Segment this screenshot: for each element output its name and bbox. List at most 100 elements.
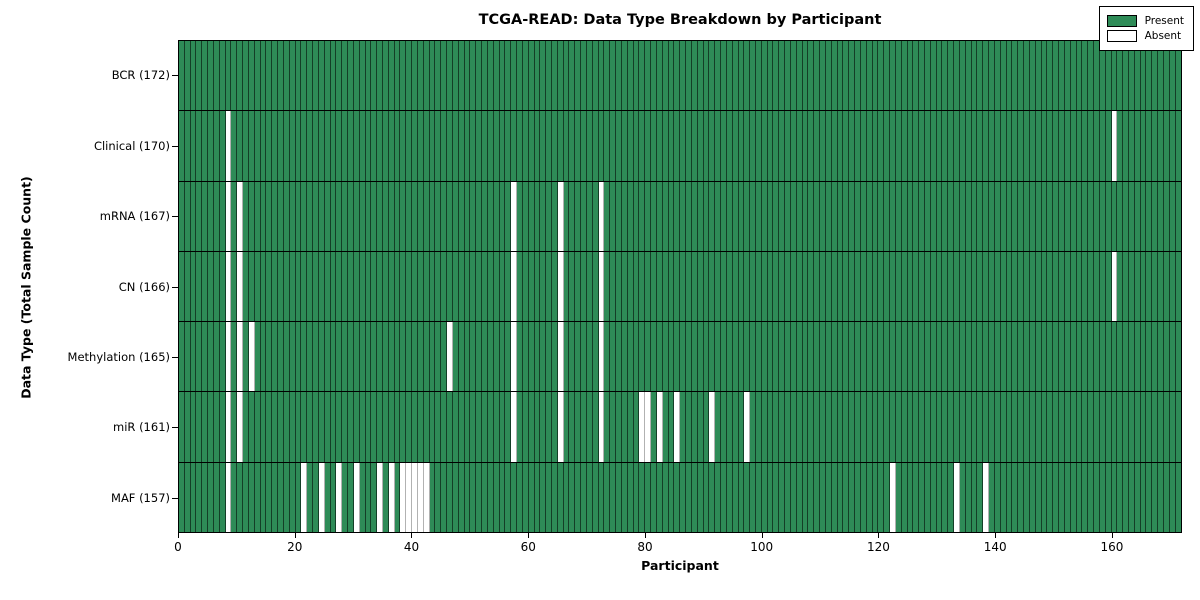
x-tick-mark <box>528 533 530 538</box>
matrix-cell-present <box>598 41 605 111</box>
matrix-cell-present <box>680 111 687 181</box>
matrix-cell-present <box>1117 462 1124 532</box>
matrix-cell-present <box>546 462 552 532</box>
matrix-cell-present <box>184 41 191 111</box>
matrix-cell-present <box>744 322 751 392</box>
matrix-cell-present <box>1029 181 1036 251</box>
matrix-cell-present <box>301 251 308 322</box>
matrix-cell-present <box>1111 392 1118 462</box>
matrix-cell-absent <box>237 251 244 322</box>
matrix-cell-present <box>388 41 395 111</box>
matrix-cell-present <box>761 392 768 462</box>
matrix-cell-present <box>674 41 681 111</box>
matrix-cell-present <box>779 322 786 392</box>
matrix-cell-present <box>464 181 471 251</box>
matrix-cell-present <box>196 251 203 322</box>
matrix-cell-present <box>546 322 552 392</box>
matrix-cell-present <box>604 462 611 532</box>
matrix-cell-present <box>645 41 652 111</box>
matrix-cell-present <box>610 322 617 392</box>
matrix-cell-present <box>476 41 483 111</box>
matrix-cell-present <box>1169 111 1176 181</box>
matrix-cell-present <box>785 41 791 111</box>
matrix-cell-present <box>977 322 984 392</box>
matrix-cell-present <box>388 392 395 462</box>
y-tick-label-miR: miR (161) <box>113 420 170 435</box>
matrix-cell-present <box>989 322 995 392</box>
matrix-cell-present <box>476 322 483 392</box>
matrix-cell-present <box>732 251 739 322</box>
matrix-cell-present <box>318 41 325 111</box>
matrix-cell-present <box>266 181 273 251</box>
x-tick-label-80: 80 <box>637 540 653 554</box>
matrix-cell-present <box>738 462 745 532</box>
matrix-cell-present <box>703 251 710 322</box>
matrix-cell-present <box>697 392 704 462</box>
matrix-cell-present <box>342 322 349 392</box>
matrix-cell-present <box>581 181 587 251</box>
matrix-cell-present <box>686 462 692 532</box>
matrix-cell-present <box>202 41 209 111</box>
matrix-cell-present <box>295 462 302 532</box>
matrix-cell-present <box>464 462 471 532</box>
matrix-cell-present <box>557 462 564 532</box>
matrix-cell-present <box>930 392 937 462</box>
matrix-cell-present <box>1158 111 1164 181</box>
matrix-cell-present <box>1163 41 1170 111</box>
matrix-cell-present <box>901 111 908 181</box>
matrix-cell-present <box>313 41 319 111</box>
matrix-cell-present <box>761 111 768 181</box>
matrix-cell-present <box>348 392 354 462</box>
matrix-cell-present <box>977 181 984 251</box>
matrix-cell-present <box>301 111 308 181</box>
matrix-cell-present <box>552 462 558 532</box>
matrix-cell-absent <box>388 462 395 532</box>
matrix-cell-present <box>627 111 634 181</box>
matrix-cell-present <box>324 251 331 322</box>
matrix-cell-present <box>942 462 949 532</box>
matrix-row-MAF <box>179 462 1181 532</box>
matrix-cell-present <box>732 392 739 462</box>
matrix-cell-present <box>925 392 931 462</box>
matrix-cell-present <box>1152 181 1159 251</box>
matrix-cell-present <box>248 181 255 251</box>
matrix-cell-present <box>773 322 780 392</box>
matrix-cell-present <box>400 392 407 462</box>
matrix-cell-present <box>1123 181 1129 251</box>
matrix-cell-present <box>1134 392 1141 462</box>
matrix-cell-present <box>837 111 844 181</box>
matrix-cell-present <box>627 181 634 251</box>
matrix-cell-present <box>336 111 343 181</box>
matrix-cell-present <box>289 181 296 251</box>
matrix-cell-present <box>1064 181 1071 251</box>
matrix-cell-present <box>610 251 617 322</box>
matrix-cell-present <box>1105 181 1112 251</box>
matrix-cell-present <box>994 392 1001 462</box>
matrix-cell-present <box>639 462 646 532</box>
matrix-cell-present <box>790 251 797 322</box>
matrix-cell-present <box>796 41 803 111</box>
matrix-cell-present <box>639 251 646 322</box>
matrix-cell-present <box>581 392 587 462</box>
matrix-cell-present <box>884 41 891 111</box>
matrix-cell-present <box>604 111 611 181</box>
matrix-cell-absent <box>406 462 413 532</box>
matrix-cell-present <box>324 181 331 251</box>
matrix-cell-present <box>517 462 523 532</box>
matrix-cell-present <box>295 392 302 462</box>
matrix-cell-present <box>942 41 949 111</box>
matrix-cell-absent <box>511 392 518 462</box>
matrix-cell-present <box>1146 41 1153 111</box>
matrix-cell-present <box>400 181 407 251</box>
matrix-cell-present <box>569 41 576 111</box>
matrix-cell-present <box>447 111 453 181</box>
matrix-cell-present <box>895 181 902 251</box>
matrix-cell-present <box>534 251 541 322</box>
matrix-cell-present <box>1111 181 1118 251</box>
matrix-cell-present <box>202 462 209 532</box>
matrix-cell-present <box>755 111 762 181</box>
legend-entry-present: Present <box>1106 15 1184 27</box>
legend-label: Present <box>1144 15 1184 27</box>
matrix-cell-present <box>948 111 955 181</box>
matrix-cell-present <box>441 111 448 181</box>
